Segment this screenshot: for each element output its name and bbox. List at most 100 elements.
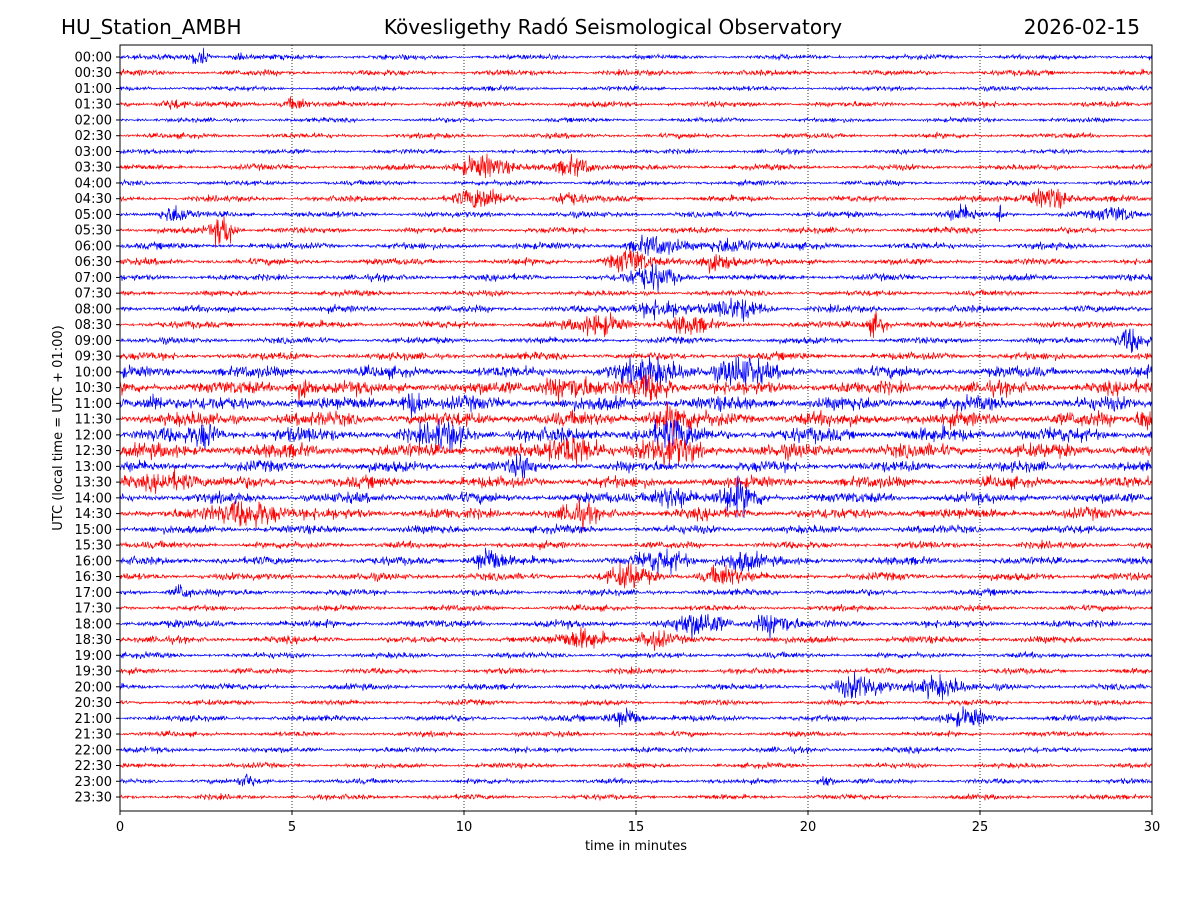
y-tick-label: 04:00 (75, 176, 112, 191)
x-tick-label: 20 (800, 820, 817, 835)
y-tick-label: 23:00 (75, 775, 112, 790)
trace-0500 (119, 203, 1153, 222)
y-tick-label: 20:00 (75, 680, 112, 695)
y-tick-label: 01:30 (75, 98, 112, 113)
y-tick-label: 13:00 (75, 460, 112, 475)
y-tick-label: 17:30 (75, 602, 112, 617)
trace-0230 (119, 131, 1153, 141)
chart-title: Kövesligethy Radó Seismological Observat… (383, 15, 843, 39)
y-tick-label: 02:00 (75, 113, 112, 128)
y-tick-label: 18:00 (75, 617, 112, 632)
trace-2330 (119, 792, 1153, 802)
y-tick-label: 10:30 (75, 381, 112, 396)
x-tick-label: 30 (1144, 820, 1161, 835)
trace-1900 (119, 650, 1153, 660)
y-tick-label: 08:30 (75, 318, 112, 333)
trace-1730 (119, 603, 1153, 613)
y-tick-label: 21:30 (75, 728, 112, 743)
y-tick-label: 11:00 (75, 397, 112, 412)
trace-1530 (119, 539, 1153, 551)
trace-2200 (119, 745, 1152, 755)
x-tick-label: 0 (116, 820, 124, 835)
x-tick-label: 5 (288, 820, 296, 835)
trace-2000 (119, 671, 1153, 701)
x-tick-label: 25 (972, 820, 989, 835)
trace-1700 (119, 584, 1153, 598)
trace-1930 (119, 666, 1153, 676)
trace-0030 (119, 68, 1153, 77)
trace-2100 (119, 706, 1152, 728)
y-tick-label: 14:30 (75, 507, 112, 522)
y-tick-label: 03:30 (75, 161, 112, 176)
y-tick-label: 13:30 (75, 476, 112, 491)
x-tick-label: 10 (456, 820, 473, 835)
trace-1300 (119, 453, 1153, 479)
y-tick-label: 14:00 (75, 491, 112, 506)
trace-1830 (119, 627, 1153, 651)
y-tick-label: 09:00 (75, 334, 112, 349)
trace-0300 (119, 147, 1153, 156)
trace-0900 (119, 328, 1153, 353)
trace-1000 (119, 355, 1153, 391)
y-tick-label: 06:30 (75, 255, 112, 270)
y-tick-label: 07:00 (75, 271, 112, 286)
y-tick-label: 18:30 (75, 633, 112, 648)
y-tick-label: 05:00 (75, 208, 112, 223)
y-tick-label: 17:00 (75, 586, 112, 601)
y-tick-label: 15:00 (75, 523, 112, 538)
trace-0830 (119, 310, 1153, 339)
y-tick-label: 09:30 (75, 350, 112, 365)
x-axis-label: time in minutes (585, 839, 687, 854)
y-tick-label: 23:30 (75, 791, 112, 806)
trace-1630 (119, 562, 1153, 589)
y-tick-label: 19:00 (75, 649, 112, 664)
trace-0000 (119, 47, 1153, 65)
y-tick-label: 21:00 (75, 712, 112, 727)
y-tick-label: 12:00 (75, 428, 112, 443)
y-tick-label: 05:30 (75, 224, 112, 239)
y-tick-label: 20:30 (75, 696, 112, 711)
trace-0530 (119, 216, 1153, 248)
trace-1430 (119, 498, 1153, 532)
trace-1600 (119, 547, 1153, 575)
trace-0800 (119, 297, 1152, 323)
trace-1400 (119, 475, 1153, 519)
station-name: HU_Station_AMBH (61, 15, 242, 39)
trace-2300 (119, 773, 1153, 787)
trace-0100 (119, 83, 1153, 93)
y-tick-label: 02:30 (75, 129, 112, 144)
trace-0600 (119, 234, 1153, 256)
y-tick-label: 01:00 (75, 82, 112, 97)
y-tick-label: 00:00 (75, 51, 112, 66)
trace-0730 (119, 288, 1153, 298)
trace-2230 (119, 761, 1153, 771)
y-tick-label: 08:00 (75, 302, 112, 317)
y-tick-label: 11:30 (75, 413, 112, 428)
trace-0700 (119, 263, 1153, 292)
trace-1800 (119, 613, 1153, 641)
y-tick-label: 10:00 (75, 365, 112, 380)
trace-0630 (119, 249, 1153, 274)
y-tick-label: 15:30 (75, 539, 112, 554)
y-axis-label: UTC (local time = UTC + 01:00) (51, 325, 66, 530)
trace-1330 (119, 467, 1153, 495)
y-tick-label: 04:30 (75, 192, 112, 207)
trace-0330 (119, 153, 1153, 179)
y-tick-label: 22:30 (75, 759, 112, 774)
y-tick-label: 16:00 (75, 554, 112, 569)
trace-0930 (119, 351, 1153, 362)
date-label: 2026-02-15 (1023, 15, 1140, 39)
trace-1500 (119, 523, 1153, 536)
y-tick-label: 19:30 (75, 665, 112, 680)
trace-1030 (119, 374, 1153, 404)
trace-2130 (119, 729, 1153, 738)
trace-0200 (119, 115, 1153, 124)
x-tick-label: 15 (628, 820, 645, 835)
trace-0400 (119, 178, 1153, 188)
trace-1230 (119, 437, 1153, 467)
trace-2030 (119, 698, 1153, 708)
y-tick-label: 06:00 (75, 239, 112, 254)
y-tick-label: 12:30 (75, 444, 112, 459)
